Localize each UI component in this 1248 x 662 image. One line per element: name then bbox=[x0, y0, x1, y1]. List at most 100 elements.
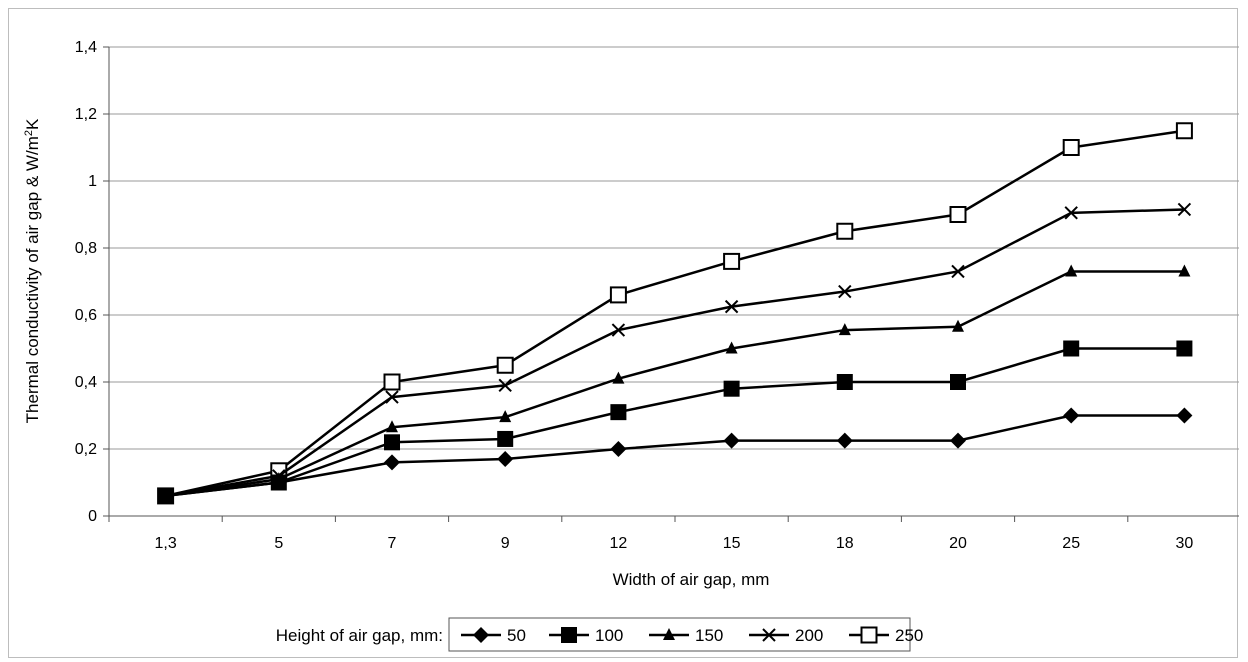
diamond-marker bbox=[723, 432, 740, 449]
x-marker-stroke bbox=[385, 390, 399, 404]
open-square-marker bbox=[609, 286, 627, 304]
square-marker bbox=[1063, 340, 1080, 357]
x-marker bbox=[724, 299, 739, 314]
y-tick-label: 1,2 bbox=[75, 106, 97, 123]
series-line bbox=[165, 129, 1185, 498]
series-layer bbox=[157, 122, 1193, 505]
open-square-marker bbox=[860, 626, 878, 644]
diamond-marker bbox=[384, 454, 400, 471]
x-marker bbox=[762, 628, 776, 642]
diamond-marker bbox=[497, 451, 514, 468]
x-marker-stroke bbox=[1064, 206, 1078, 220]
x-marker bbox=[1177, 202, 1192, 217]
diamond-marker bbox=[836, 432, 853, 449]
x-tick-label: 5 bbox=[274, 535, 283, 552]
legend-label: 50 bbox=[507, 626, 526, 645]
open-square-marker bbox=[949, 206, 967, 223]
x-marker-stroke bbox=[1177, 202, 1192, 217]
diamond-marker bbox=[270, 474, 287, 491]
x-marker bbox=[385, 390, 399, 404]
x-tick-label: 25 bbox=[1062, 535, 1080, 552]
square-marker bbox=[384, 434, 400, 451]
line-chart: 00,20,40,60,811,21,4 1,3 5 7 9 12 15 18 20 25 30 … bbox=[23, 39, 1239, 652]
square-marker bbox=[561, 627, 577, 643]
x-marker bbox=[838, 284, 852, 299]
x-tick-labels: 1,3 5 7 9 12 15 18 20 25 30 bbox=[154, 535, 1193, 552]
chart-frame: 0 0,2 0,4 0,6 0,8 1 1,2 1,4 1,3 5 7 9 12 15 18 20 25 30 … bbox=[8, 8, 1239, 658]
square-marker bbox=[497, 430, 514, 447]
series-line bbox=[165, 208, 1185, 498]
triangle-marker bbox=[838, 323, 851, 336]
x-tick-label: 20 bbox=[949, 535, 967, 552]
legend-entry-250: 250 bbox=[849, 626, 923, 645]
x-marker-stroke bbox=[724, 299, 739, 314]
x-tick-label: 15 bbox=[723, 535, 741, 552]
y-tick-label: 1 bbox=[88, 173, 97, 190]
diamond-marker bbox=[1176, 407, 1193, 424]
x-tick-label: 7 bbox=[388, 535, 397, 552]
x-marker-stroke bbox=[951, 264, 965, 279]
triangle-marker bbox=[499, 410, 512, 423]
triangle-marker bbox=[612, 371, 625, 384]
series-line bbox=[165, 347, 1185, 498]
x-tick-label: 18 bbox=[836, 535, 854, 552]
series-200 bbox=[158, 202, 1192, 503]
open-square-marker bbox=[723, 252, 741, 270]
y-tick-label: 0,4 bbox=[75, 374, 97, 391]
legend-entry-100: 100 bbox=[549, 626, 623, 645]
legend-label: 200 bbox=[795, 626, 823, 645]
x-tick-label: 12 bbox=[610, 535, 628, 552]
x-marker bbox=[498, 378, 512, 393]
series-line bbox=[165, 270, 1185, 498]
diamond-marker bbox=[950, 432, 966, 449]
open-square-marker bbox=[836, 222, 854, 240]
square-marker bbox=[1176, 340, 1193, 357]
y-tick-label: 0 bbox=[88, 508, 97, 525]
series-250 bbox=[157, 122, 1193, 505]
series-line bbox=[165, 414, 1185, 498]
diamond-marker bbox=[610, 441, 627, 457]
series-150 bbox=[159, 264, 1191, 501]
x-marker-stroke bbox=[498, 378, 512, 393]
diamond-marker bbox=[1063, 407, 1080, 424]
legend-entry-50: 50 bbox=[461, 626, 526, 645]
x-tick-label: 9 bbox=[501, 535, 510, 552]
legend: Height of air gap, mm: 50 100 150 200 250 bbox=[276, 617, 923, 652]
legend-entry-200: 200 bbox=[749, 626, 823, 645]
x-marker-stroke bbox=[838, 284, 852, 299]
x-marker-stroke bbox=[611, 323, 626, 337]
x-tick-label: 30 bbox=[1176, 535, 1194, 552]
axes bbox=[103, 46, 1239, 522]
square-marker bbox=[836, 374, 853, 390]
legend-label: 250 bbox=[895, 626, 923, 645]
y-tick-label: 0,2 bbox=[75, 441, 97, 458]
triangle-marker bbox=[1178, 264, 1191, 277]
y-tick-label: 0,8 bbox=[75, 240, 97, 257]
diamond-marker bbox=[473, 627, 489, 643]
diamond-marker bbox=[157, 487, 174, 504]
legend-label: 100 bbox=[595, 626, 623, 645]
square-marker bbox=[723, 380, 740, 397]
open-square-marker bbox=[1062, 139, 1080, 156]
x-marker-stroke bbox=[762, 628, 776, 642]
gridlines bbox=[109, 46, 1239, 450]
y-axis-title: Thermal conductivity of air gap & W/m2K bbox=[23, 118, 42, 423]
triangle-marker bbox=[725, 341, 738, 354]
x-marker bbox=[951, 264, 965, 279]
legend-label: 150 bbox=[695, 626, 723, 645]
legend-title: Height of air gap, mm: bbox=[276, 626, 443, 645]
y-tick-labels: 0 0,2 0,4 0,6 0,8 1 1,2 1,4 bbox=[75, 39, 97, 525]
x-marker bbox=[1064, 206, 1078, 220]
triangle-marker bbox=[663, 628, 675, 640]
triangle-marker bbox=[386, 420, 398, 433]
triangle-marker bbox=[952, 319, 964, 332]
open-square-marker bbox=[383, 373, 401, 391]
legend-entry-150: 150 bbox=[649, 626, 723, 645]
square-marker bbox=[950, 374, 966, 390]
y-tick-label: 1,4 bbox=[75, 39, 97, 56]
series-50 bbox=[157, 407, 1193, 504]
triangle-marker bbox=[1065, 264, 1078, 277]
x-tick-label: 1,3 bbox=[154, 535, 176, 552]
open-square-marker bbox=[496, 356, 514, 374]
y-tick-label: 0,6 bbox=[75, 307, 97, 324]
